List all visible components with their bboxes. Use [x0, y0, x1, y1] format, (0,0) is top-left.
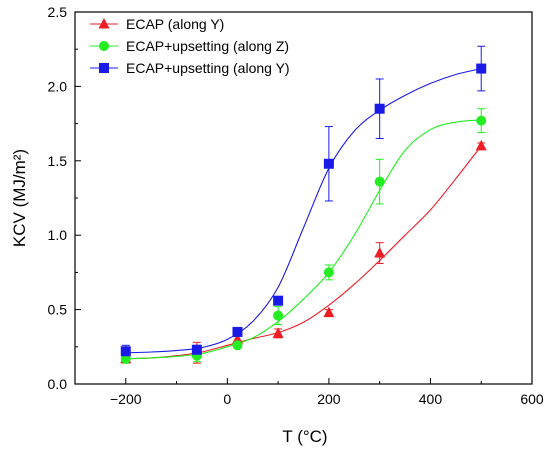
ecap-upsetting-y-point — [273, 295, 284, 306]
ecap-upsetting-y-curve — [125, 68, 482, 354]
ecap-upsetting-z-point — [476, 115, 487, 126]
ecap-upsetting-z-point — [232, 340, 243, 351]
y-tick-label: 1.5 — [48, 153, 68, 169]
ecap-y-legend-label: ECAP (along Y) — [126, 16, 224, 32]
y-tick-label: 0.0 — [48, 376, 68, 392]
ecap-upsetting-y-legend-label: ECAP+upsetting (along Y) — [126, 60, 290, 76]
ecap-upsetting-z-point — [273, 310, 284, 321]
ecap-upsetting-y-point — [323, 158, 334, 169]
ecap-y-legend-marker — [98, 18, 110, 29]
y-tick-label: 2.5 — [48, 4, 68, 20]
x-axis-title: T (°C) — [282, 427, 327, 446]
ecap-y-curve — [125, 145, 482, 360]
ecap-upsetting-y-point — [374, 103, 385, 114]
legend: ECAP (along Y) ECAP+upsetting (along Z) EC… — [90, 16, 290, 76]
ecap-upsetting-y-point — [191, 344, 202, 355]
x-tick-label: −200 — [110, 391, 142, 407]
y-tick-label: 1.0 — [48, 227, 68, 243]
axis-ticks: −200 0 200 400 600 0.0 0.5 1.0 1.5 2.0 2.5 — [48, 4, 544, 407]
ecap-upsetting-y-point — [232, 326, 243, 337]
series-curves — [125, 68, 482, 360]
ecap-upsetting-z-point — [323, 267, 334, 278]
x-tick-label: 400 — [419, 391, 443, 407]
ecap-y-point — [272, 327, 284, 338]
x-tick-label: 0 — [223, 391, 231, 407]
x-tick-label: 600 — [520, 391, 544, 407]
ecap-y-point — [323, 306, 335, 318]
ecap-upsetting-y-point — [120, 346, 131, 357]
x-tick-label: 200 — [317, 391, 341, 407]
ecap-upsetting-z-legend-label: ECAP+upsetting (along Z) — [126, 38, 289, 54]
error-bars — [121, 45, 486, 364]
data-markers — [120, 63, 487, 364]
ecap-upsetting-z-curve — [125, 119, 482, 360]
y-tick-label: 0.5 — [48, 302, 68, 318]
ecap-y-point — [374, 247, 386, 258]
y-axis-title: KCV (MJ/m²) — [10, 149, 29, 247]
ecap-upsetting-y-point — [476, 63, 487, 74]
ecap-upsetting-z-legend-marker — [99, 41, 109, 51]
ecap-upsetting-y-legend-marker — [99, 63, 109, 73]
ecap-upsetting-z-point — [374, 176, 385, 187]
y-tick-label: 2.0 — [48, 78, 68, 94]
ecap-y-point — [475, 139, 487, 151]
